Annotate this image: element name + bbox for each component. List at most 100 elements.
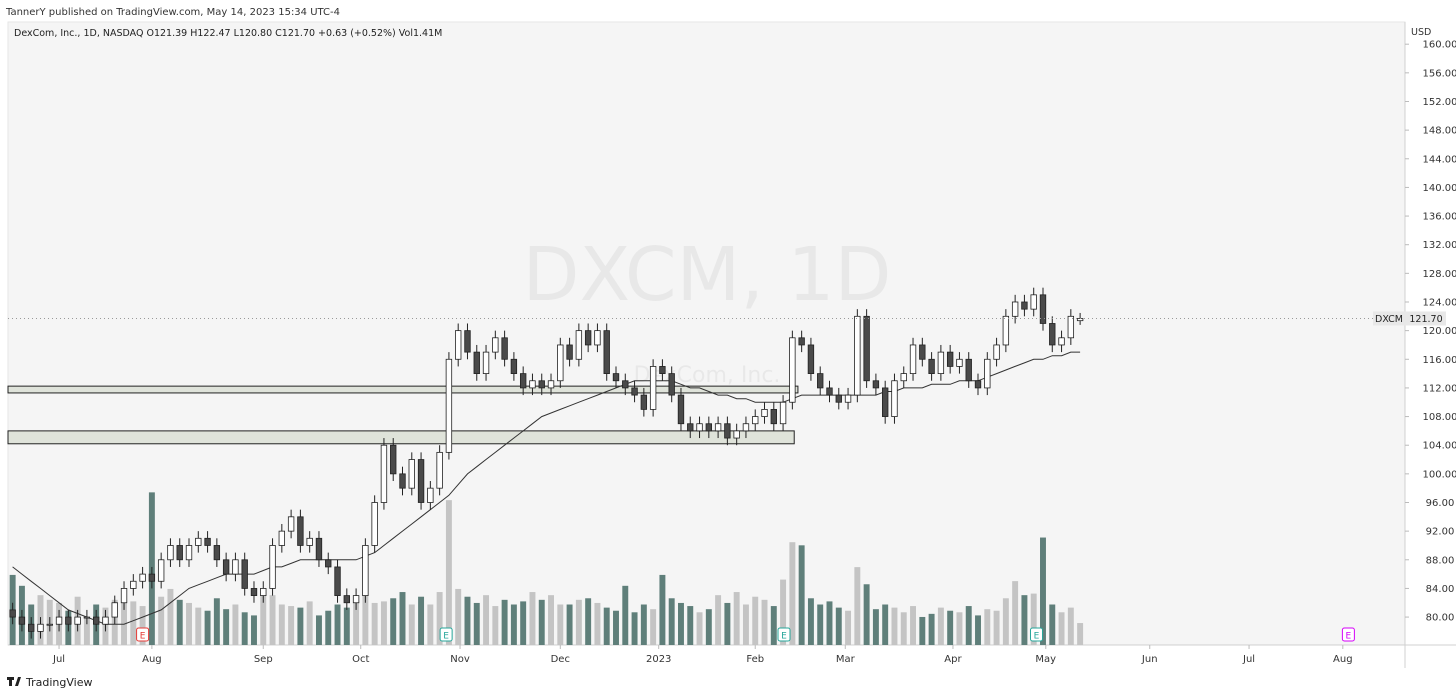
candle-body (538, 380, 545, 389)
candle-body (789, 337, 796, 403)
candle-body (1067, 315, 1075, 339)
y-tick-label: 112.00 (1423, 383, 1456, 394)
candle-body (176, 545, 183, 561)
y-tick-label: 108.00 (1423, 412, 1456, 423)
candle-body (1049, 323, 1056, 346)
logo-mark (7, 677, 21, 686)
zone (7, 430, 795, 445)
currency: USD (1411, 27, 1431, 38)
candle-body (92, 616, 100, 625)
volume-bar (687, 606, 694, 645)
candle-body (909, 344, 917, 375)
volume-bar (325, 610, 332, 645)
x-tick-label: Aug (142, 654, 162, 665)
candle-body (928, 358, 935, 375)
volume-bar (473, 602, 480, 645)
x-tick-label: Sep (254, 654, 273, 665)
candle-body (37, 623, 44, 632)
volume-bar (613, 610, 619, 645)
volume-bar (436, 592, 443, 645)
volume-bar (445, 500, 452, 645)
candle-body (937, 351, 945, 375)
volume-bar (390, 598, 397, 645)
watermark-sub: DexCom, Inc. (634, 363, 781, 388)
volume-bar (195, 607, 202, 645)
volume-bar (492, 606, 499, 645)
candle-body (417, 459, 425, 503)
volume-bar (343, 607, 350, 645)
volume-bar (566, 604, 573, 645)
candle-body (724, 423, 731, 439)
candle-body (761, 409, 768, 417)
volume-bar (213, 598, 220, 645)
candle-body (742, 423, 750, 432)
candle-body (575, 330, 583, 360)
volume-bar (872, 609, 879, 645)
volume-bar (761, 599, 768, 645)
x-tick-label: Aug (1333, 654, 1353, 665)
candle-body (622, 380, 629, 389)
volume-bar (956, 612, 963, 645)
candle-body (445, 358, 453, 453)
candle-body (83, 616, 91, 619)
y-tick-label: 152.00 (1423, 97, 1456, 108)
legend-text: DexCom, Inc., 1D, NASDAQ O121.39 H122.47… (14, 28, 442, 39)
candle-body (65, 616, 72, 625)
volume-bar (696, 612, 703, 645)
candle-body (297, 516, 304, 546)
volume-bar (353, 596, 360, 645)
candle-body (139, 573, 146, 582)
candle-body (984, 358, 991, 389)
candle-body (9, 609, 16, 618)
y-tick-label: 136.00 (1423, 212, 1456, 223)
volume-bar (807, 598, 814, 645)
volume-bar (817, 604, 824, 645)
volume-bar (204, 610, 211, 645)
candle-body (566, 344, 573, 360)
volume-bar (678, 602, 684, 645)
volume-bar (241, 612, 248, 645)
volume-bar (408, 604, 415, 645)
volume-bar (306, 601, 313, 645)
candle-body (380, 444, 388, 503)
volume-bar (371, 602, 378, 645)
volume-bar (594, 602, 601, 645)
candle-body (817, 373, 824, 389)
earnings-label: E (1034, 632, 1040, 642)
volume-bar (315, 615, 322, 645)
brand: TradingView (25, 676, 92, 689)
volume-bar (548, 595, 554, 645)
candle-body (352, 595, 360, 604)
candle-body (872, 380, 880, 389)
volume-bar (1067, 607, 1074, 645)
volume-bar (529, 592, 536, 645)
volume-bar (297, 607, 304, 645)
volume-bar (538, 599, 545, 645)
earnings-label: E (443, 632, 449, 642)
volume-bar (1040, 537, 1046, 645)
candle-body (260, 588, 267, 596)
volume-bar (380, 601, 387, 645)
volume-bar (733, 592, 740, 645)
y-tick-label: 132.00 (1423, 240, 1456, 251)
moving-average (12, 351, 1081, 625)
candle-body (1030, 294, 1037, 310)
y-tick-label: 120.00 (1423, 326, 1456, 337)
volume-bar (891, 607, 898, 645)
candle-body (659, 366, 666, 375)
candle-body (557, 344, 564, 382)
y-tick-label: 84.00 (1426, 584, 1455, 595)
earnings-marker (1341, 627, 1355, 642)
candle-body (946, 351, 954, 367)
y-tick-label: 140.00 (1423, 183, 1456, 194)
volume-bar (362, 595, 369, 645)
volume-bar (575, 599, 582, 645)
candle-body (287, 516, 295, 532)
candle-body (278, 530, 286, 546)
y-tick-label: 148.00 (1423, 126, 1456, 137)
volume-bar (121, 593, 128, 645)
volume-bar (418, 596, 425, 645)
candle-body (157, 559, 165, 582)
